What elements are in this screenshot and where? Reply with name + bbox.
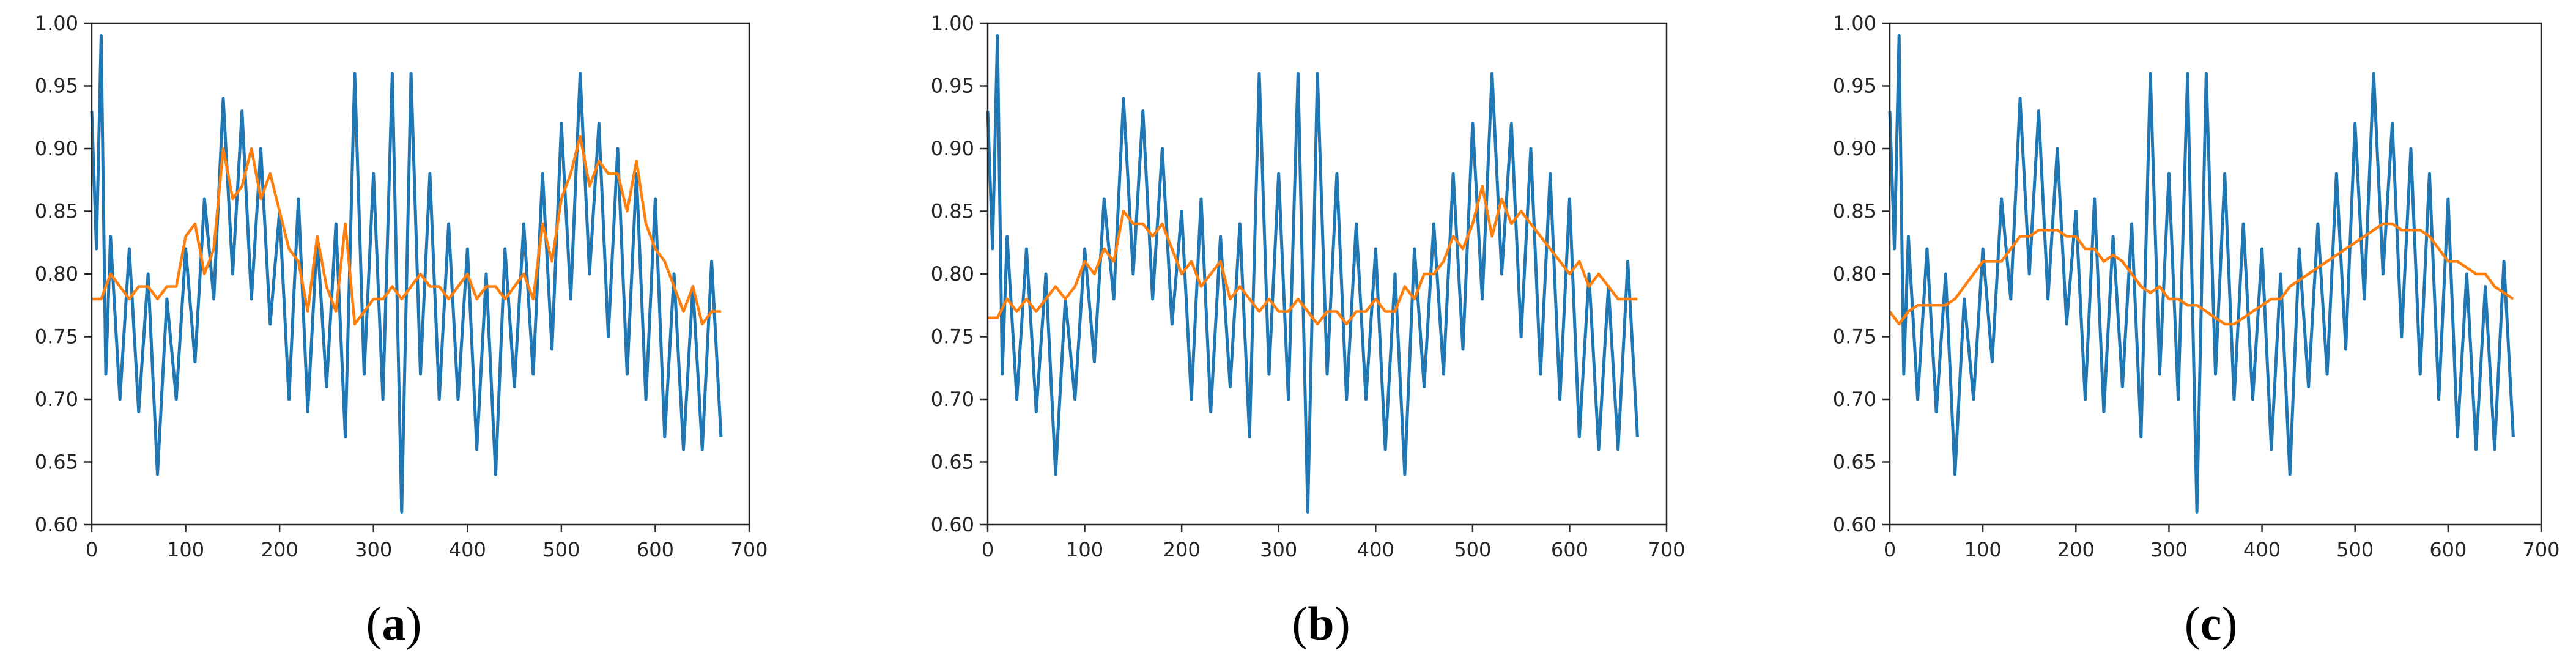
caption-c: (c) (2184, 597, 2238, 650)
chart-panel-a: 0.60 0.65 0.70 0.75 0.80 0.85 0.90 0.95 1.00 0 100… (0, 0, 795, 672)
y-tick-label: 0.70 (35, 388, 78, 411)
x-tick-label: 700 (2522, 538, 2559, 561)
y-tick-label: 0.70 (1833, 388, 1876, 411)
chart-panel-b: 0.60 0.65 0.70 0.75 0.80 0.85 0.90 0.95 1.00 0 100… (887, 0, 1712, 672)
y-tick-label: 0.95 (35, 75, 78, 98)
y-tick-label: 0.80 (1833, 262, 1876, 286)
series-line-predicted (92, 135, 721, 326)
caption-c-label: c (2200, 597, 2222, 650)
y-tick-label: 0.75 (1833, 325, 1876, 349)
series-line-predicted (988, 185, 1638, 326)
y-tick-label: 0.75 (35, 325, 78, 349)
y-tick-label: 0.85 (35, 200, 78, 223)
y-tick-label: 0.85 (931, 200, 974, 223)
y-tick-label: 0.60 (35, 513, 78, 536)
x-tick-label: 600 (1551, 538, 1588, 561)
x-tick-label: 500 (2336, 538, 2374, 561)
y-tick-label: 0.80 (35, 262, 78, 286)
y-tick-label: 0.90 (931, 137, 974, 160)
x-tick-label: 400 (449, 538, 486, 561)
x-tick-label: 300 (355, 538, 392, 561)
y-tick-label: 1.00 (35, 12, 78, 35)
y-tick-label: 0.85 (1833, 200, 1876, 223)
y-tick-label: 1.00 (1833, 12, 1876, 35)
x-tick-label: 0 (1884, 538, 1896, 561)
y-tick-label: 0.65 (1833, 451, 1876, 474)
x-tick-label: 600 (637, 538, 674, 561)
series-line-actual (1888, 34, 2515, 514)
caption-b-label: b (1308, 597, 1334, 650)
x-tick-label: 500 (542, 538, 580, 561)
y-tick-label: 0.60 (931, 513, 974, 536)
caption-a-label: a (382, 597, 406, 650)
caption-a: (a) (366, 597, 422, 650)
caption-b: (b) (1292, 597, 1350, 650)
y-tick-label: 0.90 (1833, 137, 1876, 160)
chart-c: 0.60 0.65 0.70 0.75 0.80 0.85 0.90 0.95 1.00 0 100… (1833, 12, 2560, 561)
x-tick-label: 100 (1066, 538, 1103, 561)
x-tick-label: 200 (261, 538, 298, 561)
y-tick-label: 1.00 (931, 12, 974, 35)
x-tick-label: 400 (1357, 538, 1394, 561)
x-tick-label: 400 (2243, 538, 2281, 561)
chart-a: 0.60 0.65 0.70 0.75 0.80 0.85 0.90 0.95 1.00 0 100… (35, 12, 768, 561)
y-tick-label: 0.70 (931, 388, 974, 411)
y-tick-label: 0.65 (931, 451, 974, 474)
series-line-actual (986, 34, 1639, 514)
y-tick-label: 0.95 (1833, 75, 1876, 98)
chart-b: 0.60 0.65 0.70 0.75 0.80 0.85 0.90 0.95 1.00 0 100… (931, 12, 1686, 561)
x-tick-label: 700 (1648, 538, 1685, 561)
x-tick-label: 500 (1454, 538, 1491, 561)
x-tick-label: 300 (1260, 538, 1297, 561)
y-tick-label: 0.75 (931, 325, 974, 349)
x-tick-label: 100 (167, 538, 204, 561)
y-tick-label: 0.95 (931, 75, 974, 98)
x-tick-label: 300 (2150, 538, 2188, 561)
y-tick-label: 0.60 (1833, 513, 1876, 536)
y-tick-label: 0.90 (35, 137, 78, 160)
x-tick-label: 0 (982, 538, 994, 561)
y-tick-label: 0.65 (35, 451, 78, 474)
x-tick-label: 200 (1163, 538, 1201, 561)
y-tick-label: 0.80 (931, 262, 974, 286)
x-tick-label: 700 (730, 538, 768, 561)
series-line-actual (90, 34, 723, 514)
x-tick-label: 100 (1964, 538, 2002, 561)
x-tick-label: 200 (2057, 538, 2095, 561)
chart-panel-c: 0.60 0.65 0.70 0.75 0.80 0.85 0.90 0.95 1.00 0 100… (1786, 0, 2576, 672)
series-line-predicted (1889, 222, 2514, 326)
x-tick-label: 600 (2429, 538, 2467, 561)
x-tick-label: 0 (86, 538, 98, 561)
